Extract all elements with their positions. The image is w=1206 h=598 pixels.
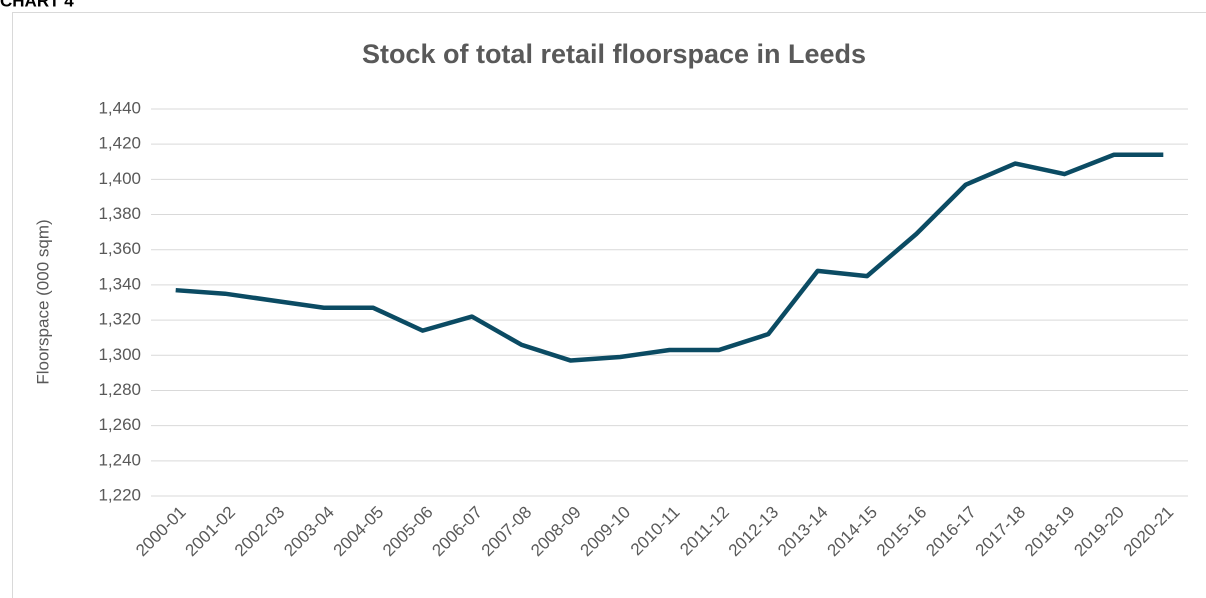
x-tick-label: 2008-09 [527, 503, 585, 561]
x-tick-label: 2019-20 [1070, 503, 1128, 561]
x-tick-label: 2014-15 [823, 503, 881, 561]
x-tick-label: 2007-08 [478, 503, 536, 561]
y-tick-label: 1,440 [98, 98, 141, 117]
y-tick-label: 1,320 [98, 310, 141, 329]
x-tick-label: 2001-02 [182, 503, 240, 561]
x-tick-label: 2005-06 [379, 503, 437, 561]
x-tick-label: 2018-19 [1021, 503, 1079, 561]
y-tick-label: 1,380 [98, 204, 141, 223]
x-tick-label: 2013-14 [774, 503, 832, 561]
y-tick-label: 1,280 [98, 380, 141, 399]
y-tick-label: 1,220 [98, 485, 141, 504]
chart-border [12, 12, 1206, 598]
y-tick-label: 1,260 [98, 415, 141, 434]
x-tick-label: 2011-12 [676, 503, 733, 560]
x-tick-label: 2000-01 [132, 503, 190, 561]
x-tick-label: 2020-21 [1120, 503, 1178, 561]
x-tick-label: 2003-04 [280, 503, 338, 561]
y-tick-label: 1,400 [98, 169, 141, 188]
chart-label: CHART 4 [0, 0, 74, 10]
x-tick-label: 2016-17 [922, 503, 980, 561]
y-tick-label: 1,300 [98, 345, 141, 364]
y-tick-label: 1,240 [98, 450, 141, 469]
x-tick-label: 2012-13 [725, 503, 783, 561]
x-tick-label: 2010-11 [627, 503, 684, 560]
y-axis-title: Floorspace (000 sqm) [33, 219, 52, 384]
x-tick-label: 2006-07 [428, 503, 486, 561]
x-tick-label: 2009-10 [577, 503, 635, 561]
chart-title: Stock of total retail floorspace in Leed… [362, 39, 866, 69]
x-tick-label: 2015-16 [873, 503, 931, 561]
x-tick-label: 2004-05 [330, 503, 388, 561]
x-tick-label: 2002-03 [231, 503, 289, 561]
x-tick-label: 2017-18 [972, 503, 1030, 561]
y-tick-label: 1,360 [98, 239, 141, 258]
y-tick-label: 1,420 [98, 134, 141, 153]
y-tick-label: 1,340 [98, 274, 141, 293]
data-line [175, 152, 1164, 363]
